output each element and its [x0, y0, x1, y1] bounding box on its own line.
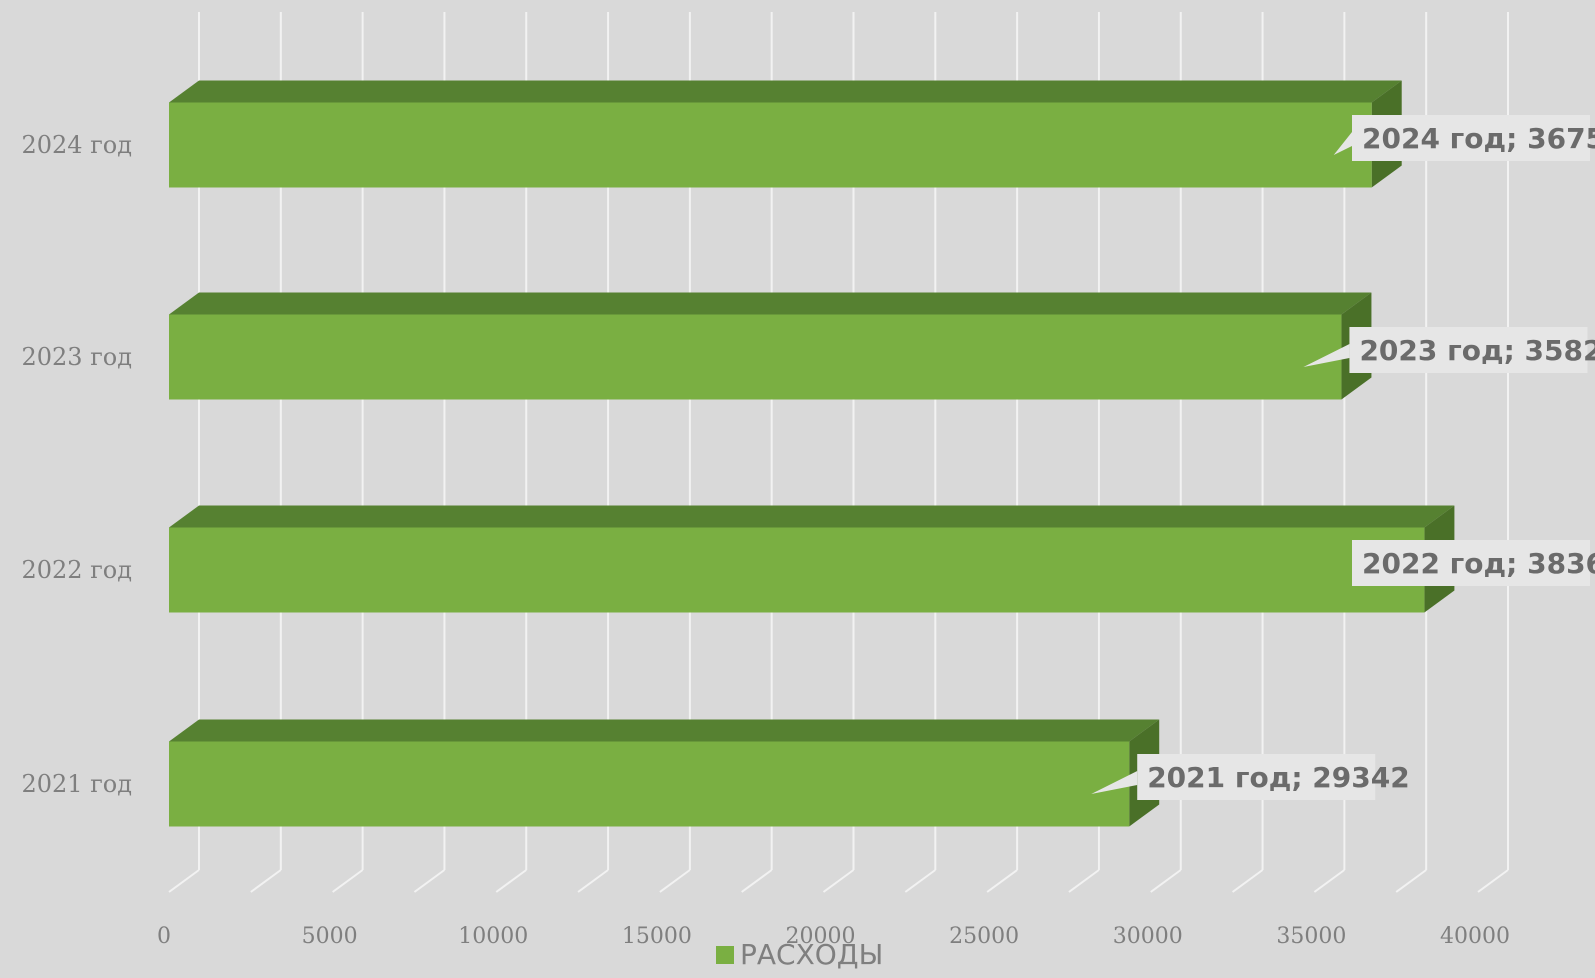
data-label-text: 2024 год; 36752: [1362, 122, 1595, 155]
data-label-pointer: [1333, 132, 1352, 155]
tick-label: 25000: [949, 924, 1019, 949]
category-axis: 2021 год 2022 год 2023 год 2024 год: [21, 131, 132, 798]
floor-gridline: [1395, 869, 1427, 893]
value-axis: 0 5000 10000 15000 20000 25000 30000 35000 40000: [157, 924, 1510, 949]
tick-label: 15000: [622, 924, 692, 949]
floor-gridline: [495, 869, 527, 893]
floor-gridline: [1150, 869, 1182, 893]
bar: [169, 719, 1160, 827]
data-label-text: 2021 год; 29342: [1147, 761, 1410, 794]
data-label: 2021 год; 29342: [1091, 754, 1410, 800]
floor-gridline: [1477, 869, 1509, 893]
floor-gridline: [413, 869, 446, 893]
bar: [169, 80, 1402, 188]
tick-label: 30000: [1113, 924, 1183, 949]
tick-label: 40000: [1440, 924, 1510, 949]
tick-label: 10000: [458, 924, 528, 949]
bar: [169, 505, 1455, 613]
legend-swatch: [716, 946, 734, 964]
data-label: 2024 год; 36752: [1333, 115, 1595, 161]
bar-top: [169, 505, 1455, 528]
data-label-text: 2023 год; 35827: [1359, 334, 1595, 367]
data-label-pointer: [1091, 771, 1138, 794]
floor-gridline: [577, 869, 609, 893]
category-label: 2022 год: [21, 556, 132, 584]
bar-front: [169, 102, 1372, 188]
tick-label: 5000: [302, 924, 358, 949]
floor-gridline: [332, 869, 364, 893]
bar-top: [169, 719, 1160, 742]
floor-gridline: [904, 869, 936, 893]
data-label-box: [1352, 540, 1590, 586]
floor-gridline: [659, 869, 691, 893]
floor-gridline: [822, 869, 855, 893]
legend: РАСХОДЫ: [716, 938, 883, 971]
floor-gridline: [250, 869, 282, 893]
floor-gridline: [741, 869, 773, 893]
tick-label: 35000: [1276, 924, 1346, 949]
data-label-pointer: [1303, 344, 1350, 367]
floor-gridline: [986, 869, 1018, 893]
floor-gridline: [1068, 869, 1100, 893]
bar-top: [169, 80, 1402, 103]
data-label-box: [1349, 327, 1588, 373]
bars: [169, 80, 1455, 827]
category-label: 2021 год: [21, 770, 132, 798]
bar-top: [169, 292, 1372, 315]
data-labels: 2021 год; 29342 2022 год; 38362 2023 год; …: [1091, 115, 1595, 800]
bar: [169, 292, 1372, 400]
bar-front: [169, 314, 1342, 400]
data-label-text: 2022 год; 38362: [1362, 547, 1595, 580]
floor-gridline: [168, 869, 200, 893]
floor-gridline: [1231, 869, 1264, 893]
data-label-box: [1137, 754, 1376, 800]
data-label: 2022 год; 38362: [1352, 540, 1595, 586]
tick-label: 0: [157, 924, 171, 949]
bar-front: [169, 741, 1130, 827]
floor-gridline: [1313, 869, 1345, 893]
data-label-box: [1352, 115, 1590, 161]
legend-label: РАСХОДЫ: [740, 938, 883, 971]
bar-front: [169, 527, 1425, 613]
tick-label: 20000: [786, 924, 856, 949]
data-label: 2023 год; 35827: [1303, 327, 1595, 373]
category-label: 2023 год: [21, 343, 132, 371]
category-label: 2024 год: [21, 131, 132, 159]
